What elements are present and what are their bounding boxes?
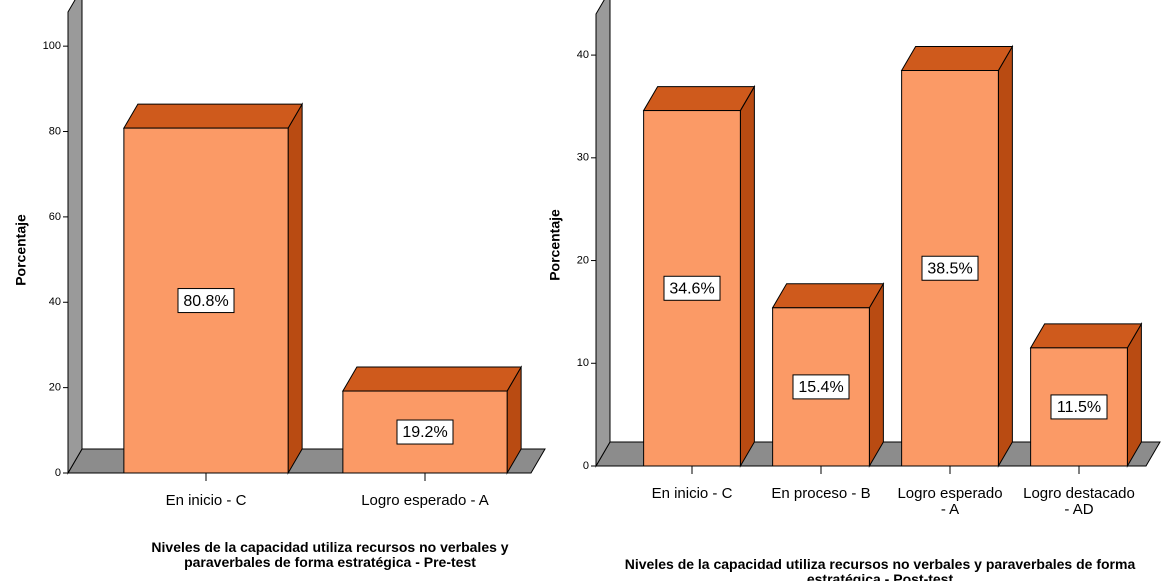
bar-top xyxy=(642,86,756,112)
value-label: 19.2% xyxy=(402,424,447,441)
y-tick-label: 20 xyxy=(577,254,589,266)
bar-side xyxy=(868,281,884,468)
y-tick-label: 40 xyxy=(577,49,589,61)
value-label: 15.4% xyxy=(798,379,843,396)
bar-top xyxy=(342,366,522,392)
bar-top xyxy=(900,46,1014,71)
x-tick-label: En proceso - B xyxy=(771,485,871,502)
x-tick-label: En inicio - C xyxy=(165,492,247,509)
value-label-box xyxy=(921,255,979,281)
bar-top xyxy=(1029,323,1143,349)
y-axis-label: Porcentaje xyxy=(547,209,563,281)
side-wall xyxy=(595,0,611,468)
y-tick-label: 30 xyxy=(577,152,589,164)
y-tick-label: 20 xyxy=(49,382,61,394)
y-tick-label: 60 xyxy=(49,211,61,223)
value-label-box xyxy=(1050,394,1108,420)
bar-top xyxy=(771,283,885,309)
x-tick-label: Logro esperado - A xyxy=(361,492,489,509)
bar-side xyxy=(997,44,1013,468)
bar-top xyxy=(123,103,303,129)
y-tick-label: 10 xyxy=(577,357,589,369)
x-tick-label: Logro esperado - A xyxy=(897,485,1003,518)
y-tick-label: 100 xyxy=(43,40,61,52)
value-label-box xyxy=(177,288,235,314)
y-tick-label: 80 xyxy=(49,125,61,137)
value-label-box xyxy=(396,419,454,445)
y-tick-label: 0 xyxy=(583,460,589,472)
value-label: 38.5% xyxy=(927,260,972,277)
value-label-box xyxy=(663,275,721,301)
x-tick-label: En inicio - C xyxy=(651,485,733,502)
bar-side xyxy=(739,84,755,468)
y-axis-label: Porcentaje xyxy=(13,214,29,286)
y-tick-label: 0 xyxy=(55,467,61,479)
side-wall xyxy=(67,0,83,475)
y-tick-label: 40 xyxy=(49,296,61,308)
value-label: 11.5% xyxy=(1057,399,1101,416)
value-label: 34.6% xyxy=(669,281,714,298)
x-axis-title: Niveles de la capacidad utiliza recursos… xyxy=(151,539,509,570)
bar-side xyxy=(287,102,303,475)
value-label: 80.8% xyxy=(183,293,228,310)
x-tick-label: Logro destacado - AD xyxy=(1023,485,1135,518)
value-label-box xyxy=(792,374,850,400)
x-axis-title: Niveles de la capacidad utiliza recursos… xyxy=(624,556,1136,581)
